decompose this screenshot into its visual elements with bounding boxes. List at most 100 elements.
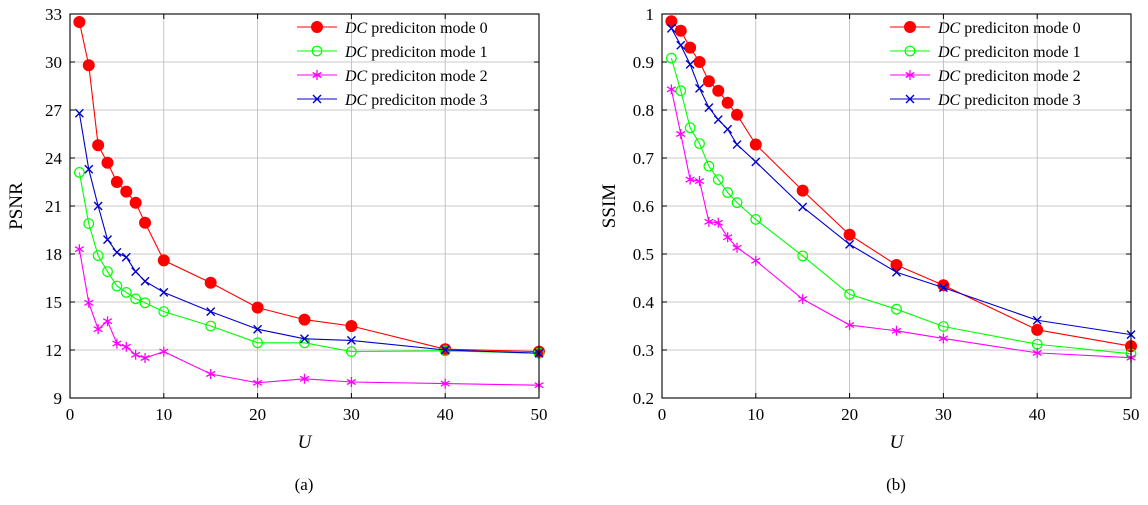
series-line	[670, 58, 1132, 355]
data-point	[704, 216, 714, 227]
data-point	[684, 41, 697, 54]
data-point	[796, 184, 809, 197]
x-tick-label: 20	[841, 405, 858, 424]
data-point	[891, 325, 902, 336]
legend-entry-prefix: DC	[937, 44, 961, 61]
data-point	[74, 244, 85, 255]
legend-entry-suffix: prediciton mode 2	[960, 68, 1080, 85]
data-point	[139, 297, 151, 309]
y-axis-label: PSNR	[6, 182, 27, 230]
legend: DC prediciton mode 0 DC prediciton mode 1…	[297, 20, 488, 109]
data-point	[206, 307, 216, 317]
data-point	[938, 333, 949, 344]
data-point	[703, 160, 715, 172]
series-mode-1	[73, 166, 545, 359]
data-point	[721, 96, 734, 109]
y-tick-label: 15	[45, 293, 62, 312]
legend-entry-suffix: prediciton mode 2	[367, 68, 487, 85]
x-axis-label: U	[298, 432, 313, 453]
legend-entry-prefix: DC	[344, 44, 368, 61]
data-point	[892, 267, 901, 277]
data-point	[346, 377, 357, 387]
data-point	[84, 164, 94, 174]
data-point	[300, 334, 309, 344]
series-line	[670, 89, 1132, 359]
data-point	[157, 254, 170, 267]
data-point	[844, 288, 855, 300]
data-point	[731, 108, 744, 121]
legend-entry: DC prediciton mode 2	[937, 68, 1081, 85]
legend-marker	[904, 45, 916, 57]
data-point	[702, 75, 715, 88]
data-point	[204, 276, 217, 289]
data-point	[675, 85, 687, 97]
y-tick-label: 33	[45, 5, 62, 24]
x-tick-label: 50	[531, 405, 548, 424]
data-point	[130, 349, 141, 360]
data-point	[299, 373, 310, 384]
data-point	[937, 279, 950, 292]
data-point	[93, 201, 103, 211]
x-tick-label: 40	[437, 405, 454, 424]
data-point	[112, 338, 122, 349]
data-point	[92, 139, 105, 152]
y-tick-label: 18	[45, 245, 62, 264]
data-point	[102, 266, 113, 278]
y-axis-label: SSIM	[599, 184, 620, 228]
legend-entry: DC prediciton mode 0	[344, 20, 488, 37]
legend-entry: DC prediciton mode 0	[937, 20, 1081, 37]
data-point	[93, 324, 103, 335]
data-point	[685, 174, 695, 185]
plot-frame	[661, 13, 1132, 399]
data-point	[92, 250, 104, 262]
data-point	[206, 369, 216, 379]
y-tick-label: 0.4	[633, 293, 655, 312]
data-point	[440, 345, 450, 355]
y-tick-label: 0.8	[633, 101, 654, 120]
legend-marker	[904, 21, 916, 33]
legend-entry-suffix: prediciton mode 1	[367, 44, 487, 61]
data-point	[159, 346, 169, 357]
data-point	[666, 23, 676, 33]
data-point	[252, 377, 263, 388]
data-point	[676, 129, 686, 139]
legend-marker	[312, 70, 322, 80]
y-tick-label: 0.9	[633, 53, 654, 72]
data-point	[749, 138, 762, 151]
data-point	[121, 252, 131, 262]
legend-marker	[311, 21, 323, 33]
data-point	[82, 59, 95, 72]
y-tick-label: 1	[646, 5, 655, 24]
data-point	[120, 287, 132, 298]
data-point	[110, 176, 123, 188]
data-point	[84, 297, 94, 308]
data-point	[722, 187, 734, 198]
legend-entry: DC prediciton mode 1	[344, 44, 488, 61]
series-line	[78, 172, 540, 354]
data-point	[666, 84, 677, 95]
legend-entry-suffix: prediciton mode 0	[367, 20, 487, 37]
data-point	[130, 293, 142, 305]
data-point	[694, 176, 705, 187]
data-point	[843, 228, 856, 241]
data-point	[121, 341, 131, 352]
legend-entry: DC prediciton mode 3	[937, 92, 1081, 109]
data-point	[120, 185, 133, 198]
series-mode-0	[665, 15, 1137, 353]
y-tick-label: 0.6	[633, 197, 654, 216]
data-point	[1031, 323, 1044, 336]
data-point	[346, 346, 357, 358]
data-point	[798, 294, 808, 305]
legend-marker	[905, 94, 915, 104]
data-point	[731, 197, 743, 209]
panel-caption: (b)	[886, 475, 906, 494]
plot-frame	[69, 13, 540, 399]
data-point	[676, 40, 686, 50]
x-tick-label: 0	[66, 405, 75, 424]
data-point	[713, 115, 723, 125]
y-tick-label: 0.7	[633, 149, 655, 168]
x-tick-label: 0	[658, 405, 667, 424]
data-point	[1032, 347, 1042, 358]
x-tick-label: 10	[155, 405, 172, 424]
legend-entry-prefix: DC	[937, 92, 961, 109]
